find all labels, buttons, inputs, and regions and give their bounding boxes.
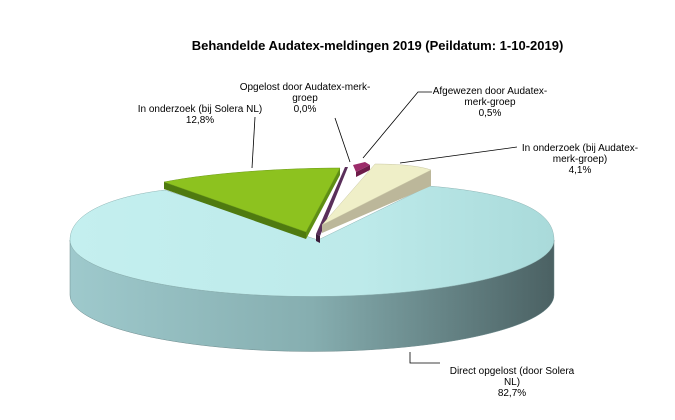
pie-slice-in-onderzoek-audatex-side <box>322 170 431 233</box>
pie-slice-in-onderzoek-audatex <box>321 163 432 226</box>
pie-slice-in-onderzoek-solera-side <box>164 182 306 239</box>
pie-slice-in-onderzoek-solera-side2 <box>306 168 340 239</box>
pie-slice-opgelost-audatex <box>316 167 348 236</box>
leader-line-direct-opgelost <box>409 352 440 364</box>
data-label-in-onderzoek-solera: In onderzoek (bij Solera NL) 12,8% <box>137 104 263 126</box>
pie-slice-afgewezen-audatex-side <box>356 165 370 177</box>
pie-slice-direct-opgelost <box>69 185 555 297</box>
data-label-direct-opgelost: Direct opgelost (door Solera NL) 82,7% <box>449 366 575 399</box>
data-label-afgewezen-audatex: Afgewezen door Audatex- merk-groep 0,5% <box>432 86 548 119</box>
pie-slice-afgewezen-audatex <box>353 162 370 172</box>
chart-title: Behandelde Audatex-meldingen 2019 (Peild… <box>191 38 564 53</box>
pie-slice-in-onderzoek-solera <box>163 167 341 233</box>
pie-slice-opgelost-audatex-side <box>316 234 320 243</box>
data-label-in-onderzoek-audatex: In onderzoek (bij Audatex- merk-groep) 4… <box>521 143 639 176</box>
leader-line-in-onderzoek-solera <box>251 116 256 169</box>
leader-line-in-onderzoek-audatex <box>399 146 518 164</box>
leader-line-afgewezen-audatex <box>362 91 432 159</box>
leader-line-opgelost-audatex <box>334 117 351 163</box>
data-label-opgelost-audatex: Opgelost door Audatex-merk- groep 0,0% <box>239 82 371 115</box>
